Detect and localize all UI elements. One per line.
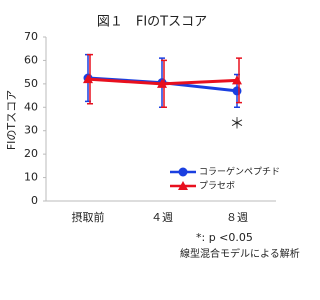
significance-mark: ＊ [229,115,244,133]
y-tick-label: 50 [24,77,38,90]
legend-label: プラセボ [199,181,235,192]
y-tick-label: 40 [24,100,38,113]
y-tick-label: 10 [24,171,38,184]
x-tick-label: ８週 [226,211,248,224]
chart: 図１ FIのTスコア FIのTスコア ＊ *: p <0.05 線型混合モデルに… [5,15,300,261]
note: 線型混合モデルによる解析 [180,247,300,260]
y-tick-label: 30 [24,124,38,137]
marker [232,86,242,96]
marker [83,74,93,84]
marker [178,181,188,190]
y-tick-label: 60 [24,53,38,66]
x-tick-label: ４週 [151,211,173,224]
y-tick-label: 0 [31,194,38,207]
marker [178,167,188,177]
y-tick-label: 20 [24,147,38,160]
y-tick-label: 70 [24,30,38,43]
y-axis-label: FIのTスコア [5,90,18,150]
marker [157,78,167,88]
x-tick-label: 摂取前 [72,210,105,224]
note: *: p <0.05 [196,231,253,244]
legend-label: コラーゲンペプチド [199,166,280,178]
chart-title: 図１ FIのTスコア [97,15,207,30]
marker [232,75,242,85]
